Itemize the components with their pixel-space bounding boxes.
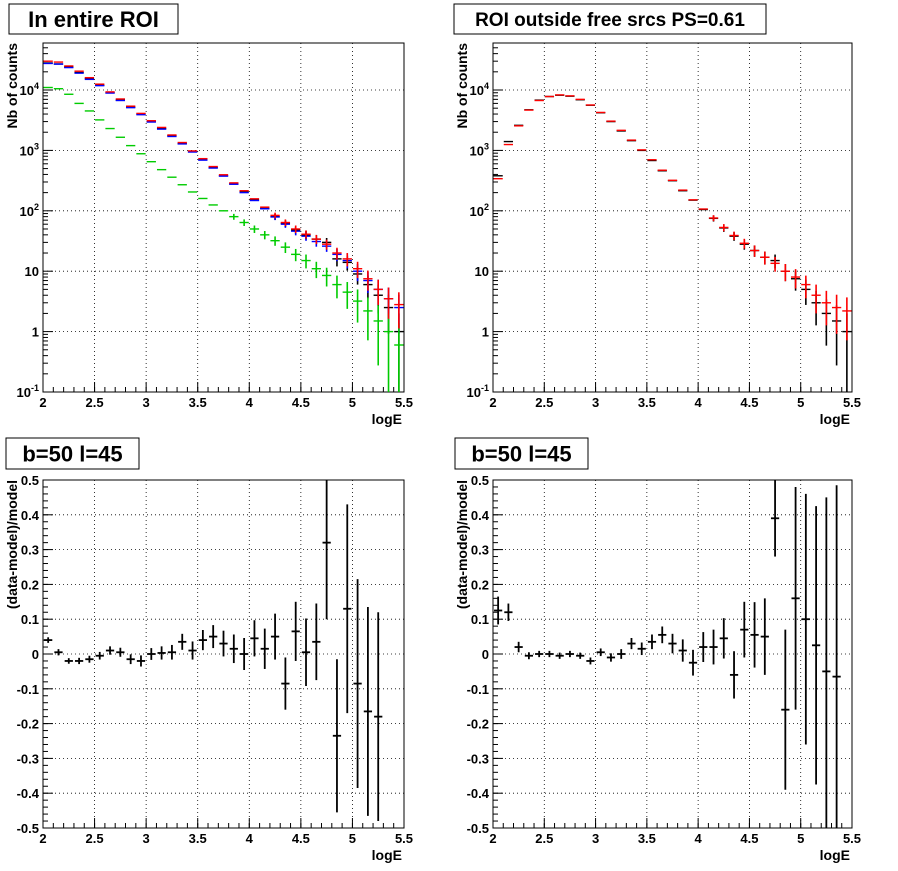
x-tick-label: 2 [489,395,496,410]
y-axis-title: Nb of counts [454,43,470,129]
y-tick-label: 0.2 [471,577,489,592]
x-tick-label: 4 [695,831,703,846]
chart-title: b=50 l=45 [471,441,571,466]
x-tick-label: 2.5 [86,395,104,410]
y-tick-label: 0 [482,647,489,662]
x-tick-label: 5.5 [843,831,861,846]
x-axis-title: logE [820,847,850,863]
y-tick-label: 0.3 [21,543,39,558]
y-tick-label: 0.3 [471,543,489,558]
y-tick-label: 0.4 [471,508,490,523]
y-tick-label: 10 [475,264,489,279]
x-axis-title: logE [820,411,850,427]
y-tick-label: -0.4 [17,786,40,801]
x-tick-label: 4.5 [740,831,758,846]
title-box [454,437,589,470]
title-box [453,3,767,35]
y-tick-label: 104 [470,81,489,98]
x-tick-label: 3 [143,831,150,846]
y-tick-label: 10-1 [467,383,489,400]
x-tick-label: 3.5 [638,395,656,410]
y-tick-label: -0.1 [17,682,39,697]
plot-frame [492,42,853,393]
chart-panel-1: 2 2.5 3 3.5 4 4.5 5 5.5 10-1 1 10 102 103 104 logE Nb o… [4,3,413,427]
chart-panel-2: 2 2.5 3 3.5 4 4.5 5 5.5 10-1 1 10 102 103 104 logE Nb o… [453,3,861,427]
x-tick-label: 3 [592,395,599,410]
x-tick-label: 4 [246,831,254,846]
x-tick-label: 3.5 [638,831,656,846]
y-tick-label: 102 [20,202,39,219]
plot-frame [42,42,405,393]
y-tick-label: -0.3 [17,751,39,766]
y-tick-label: 103 [470,141,489,158]
y-tick-label: -0.5 [17,821,39,836]
y-tick-label: -0.2 [17,717,39,732]
x-tick-label: 3 [143,395,150,410]
data-series-4 [43,60,404,329]
x-tick-label: 3.5 [189,831,207,846]
x-tick-label: 5 [797,831,804,846]
x-tick-label: 4.5 [292,831,310,846]
data-series-3 [43,86,404,392]
x-tick-label: 2 [39,395,46,410]
y-tick-label: 1 [32,325,39,340]
x-tick-label: 2.5 [535,395,553,410]
chart-title: b=50 l=45 [22,441,122,466]
y-tick-label: 104 [20,81,39,98]
x-tick-label: 2 [489,831,496,846]
chart-title: In entire ROI [28,7,159,32]
y-tick-label: 10 [25,264,39,279]
x-tick-label: 5.5 [395,395,413,410]
title-box [5,437,140,470]
y-tick-label: 0.4 [21,508,40,523]
chart-panel-4: 2 2.5 3 3.5 4 4.5 5 5.5 -0.5 -0.4 -0.3 -0.2 -0.1 0 0.1… [454,437,861,863]
x-tick-label: 3.5 [189,395,207,410]
y-tick-label: -0.2 [467,717,489,732]
title-box [8,3,179,35]
chart-title: ROI outside free srcs PS=0.61 [475,10,745,31]
residual-series [494,480,841,828]
x-axis-title: logE [372,411,402,427]
y-tick-label: 0 [32,647,39,662]
x-tick-label: 2.5 [535,831,553,846]
x-tick-label: 4 [695,395,703,410]
y-tick-label: -0.1 [467,682,489,697]
x-tick-label: 2.5 [86,831,104,846]
residual-series [44,480,383,822]
x-tick-label: 5.5 [843,395,861,410]
x-axis-title: logE [372,847,402,863]
x-tick-label: 5 [349,831,356,846]
x-tick-label: 2 [39,831,46,846]
x-tick-label: 5 [797,395,804,410]
y-axis-title: (data-model)/model [454,480,470,609]
y-tick-label: 0.5 [471,473,489,488]
chart-panel-3: 2 2.5 3 3.5 4 4.5 5 5.5 -0.5 -0.4 -0.3 -0.2 -0.1 0 0.1… [4,437,413,863]
y-tick-label: -0.4 [467,786,490,801]
y-axis-title: (data-model)/model [4,480,20,609]
y-tick-label: 102 [470,202,489,219]
y-tick-label: 0.1 [21,612,39,627]
x-tick-label: 5 [349,395,356,410]
y-tick-label: 1 [482,325,489,340]
y-tick-label: 0.5 [21,473,39,488]
y-axis-title: Nb of counts [4,43,20,129]
x-tick-label: 5.5 [395,831,413,846]
y-tick-label: 10-1 [17,383,39,400]
x-tick-label: 4 [246,395,254,410]
y-tick-label: -0.5 [467,821,489,836]
x-tick-label: 3 [592,831,599,846]
x-tick-label: 4.5 [292,395,310,410]
y-tick-label: 0.1 [471,612,489,627]
data-series-2 [493,94,852,341]
y-tick-label: 0.2 [21,577,39,592]
x-tick-label: 4.5 [740,395,758,410]
y-tick-label: -0.3 [467,751,489,766]
y-tick-label: 103 [20,141,39,158]
